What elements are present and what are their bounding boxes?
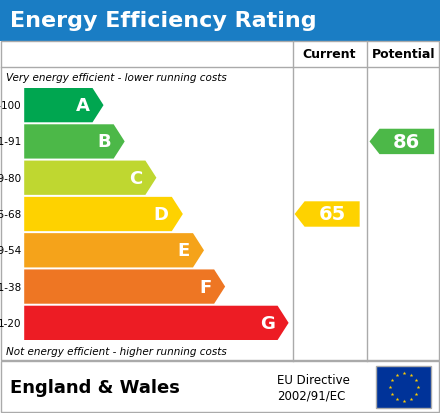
Polygon shape (24, 234, 204, 268)
Polygon shape (370, 129, 434, 155)
Bar (0, 0, 440, 42)
Text: A: A (76, 97, 89, 115)
Text: 81-91: 81-91 (0, 137, 21, 147)
Bar (1, 42, 439, 360)
Text: Current: Current (303, 48, 356, 62)
Polygon shape (24, 197, 183, 232)
Text: C: C (129, 169, 143, 187)
Text: D: D (154, 206, 169, 223)
Text: 39-54: 39-54 (0, 246, 21, 256)
Text: 65: 65 (319, 205, 346, 224)
Text: Not energy efficient - higher running costs: Not energy efficient - higher running co… (6, 346, 227, 356)
Polygon shape (24, 306, 289, 340)
Text: G: G (260, 314, 275, 332)
Polygon shape (24, 89, 103, 123)
Text: Energy Efficiency Rating: Energy Efficiency Rating (10, 11, 317, 31)
Bar (1, 361, 439, 412)
Polygon shape (24, 161, 156, 195)
Text: 2002/91/EC: 2002/91/EC (277, 388, 345, 401)
Text: Very energy efficient - lower running costs: Very energy efficient - lower running co… (6, 73, 227, 83)
Text: E: E (178, 242, 190, 260)
Text: 86: 86 (393, 133, 421, 152)
Polygon shape (295, 202, 359, 227)
Text: F: F (199, 278, 211, 296)
Polygon shape (24, 125, 125, 159)
Text: B: B (97, 133, 111, 151)
Text: Potential: Potential (371, 48, 435, 62)
Text: 21-38: 21-38 (0, 282, 21, 292)
Text: 1-20: 1-20 (0, 318, 21, 328)
Text: 69-80: 69-80 (0, 173, 21, 183)
Text: England & Wales: England & Wales (10, 378, 180, 396)
Text: 55-68: 55-68 (0, 209, 21, 219)
Text: EU Directive: EU Directive (277, 373, 350, 386)
Bar (376, 366, 431, 408)
Polygon shape (24, 270, 225, 304)
Text: 92-100: 92-100 (0, 101, 21, 111)
